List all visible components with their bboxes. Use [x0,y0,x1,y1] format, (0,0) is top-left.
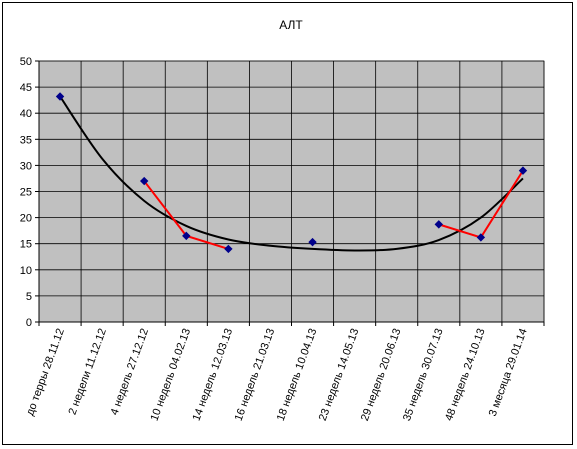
data-point [308,237,317,247]
y-tick-label: 40 [20,108,32,120]
chart-svg: АЛТ 0 5 10 15 20 25 30 35 40 45 50 до терры 28.11.1… [20,18,545,423]
data-point [434,220,443,229]
x-tick-label: 29 недель 20.06.13 [359,327,404,423]
y-tick-label: 30 [20,160,32,172]
y-tick-label: 5 [26,291,32,303]
data-point [476,233,486,242]
x-tick-label: 4 недель 27.12.12 [109,327,152,417]
x-tick-label: 3 месяца 29.01.14 [487,327,530,418]
data-point [55,92,65,101]
x-tick-label: 14 недель 12.03.13 [191,327,236,423]
data-point [224,244,233,254]
y-tick-label: 15 [20,239,32,251]
data-point [182,231,191,241]
data-point [140,176,149,186]
x-tick-label: до терры 28.11.12 [24,327,67,417]
x-tick-label: 23 недель 14.05.13 [317,327,362,423]
y-tick-label: 45 [20,82,32,94]
y-tick-label: 0 [26,317,32,329]
data-point [518,166,528,175]
x-tick-label: 48 недель 24.10.13 [443,327,488,423]
y-tick-label: 10 [20,265,32,277]
x-tick-label: 2 недели 11.12.12 [67,327,109,417]
x-tick-label: 35 недель 30.07.13 [401,327,446,423]
trendline [59,95,524,252]
x-tick-label: 16 недель 21.03.13 [233,327,278,423]
chart-title: АЛТ [279,18,303,32]
x-tick-label: 10 недель 04.02.13 [149,327,194,423]
plot-area: 0 5 10 15 20 25 30 35 40 45 50 до терры 28.11.12 2 н… [20,56,545,423]
chart-frame: АЛТ 0 5 10 15 20 25 30 35 40 45 50 до терры 28.11.1… [2,2,573,445]
y-tick-label: 25 [20,187,32,199]
y-tick-label: 50 [20,56,32,68]
x-tick-label: 18 недель 10.04.13 [275,327,320,423]
y-tick-label: 20 [20,213,32,225]
y-tick-label: 35 [20,134,32,146]
